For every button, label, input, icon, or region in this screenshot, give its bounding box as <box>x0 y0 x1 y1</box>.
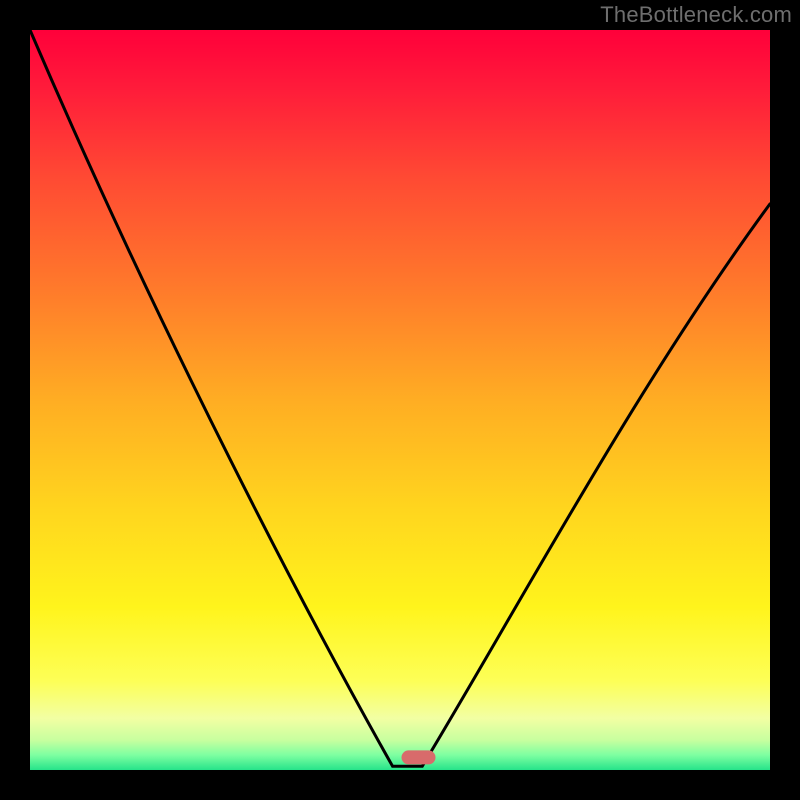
bottleneck-plot <box>0 0 800 800</box>
plot-gradient-background <box>30 30 770 770</box>
optimum-marker <box>402 750 436 764</box>
chart-canvas: TheBottleneck.com <box>0 0 800 800</box>
watermark-text: TheBottleneck.com <box>600 2 792 28</box>
